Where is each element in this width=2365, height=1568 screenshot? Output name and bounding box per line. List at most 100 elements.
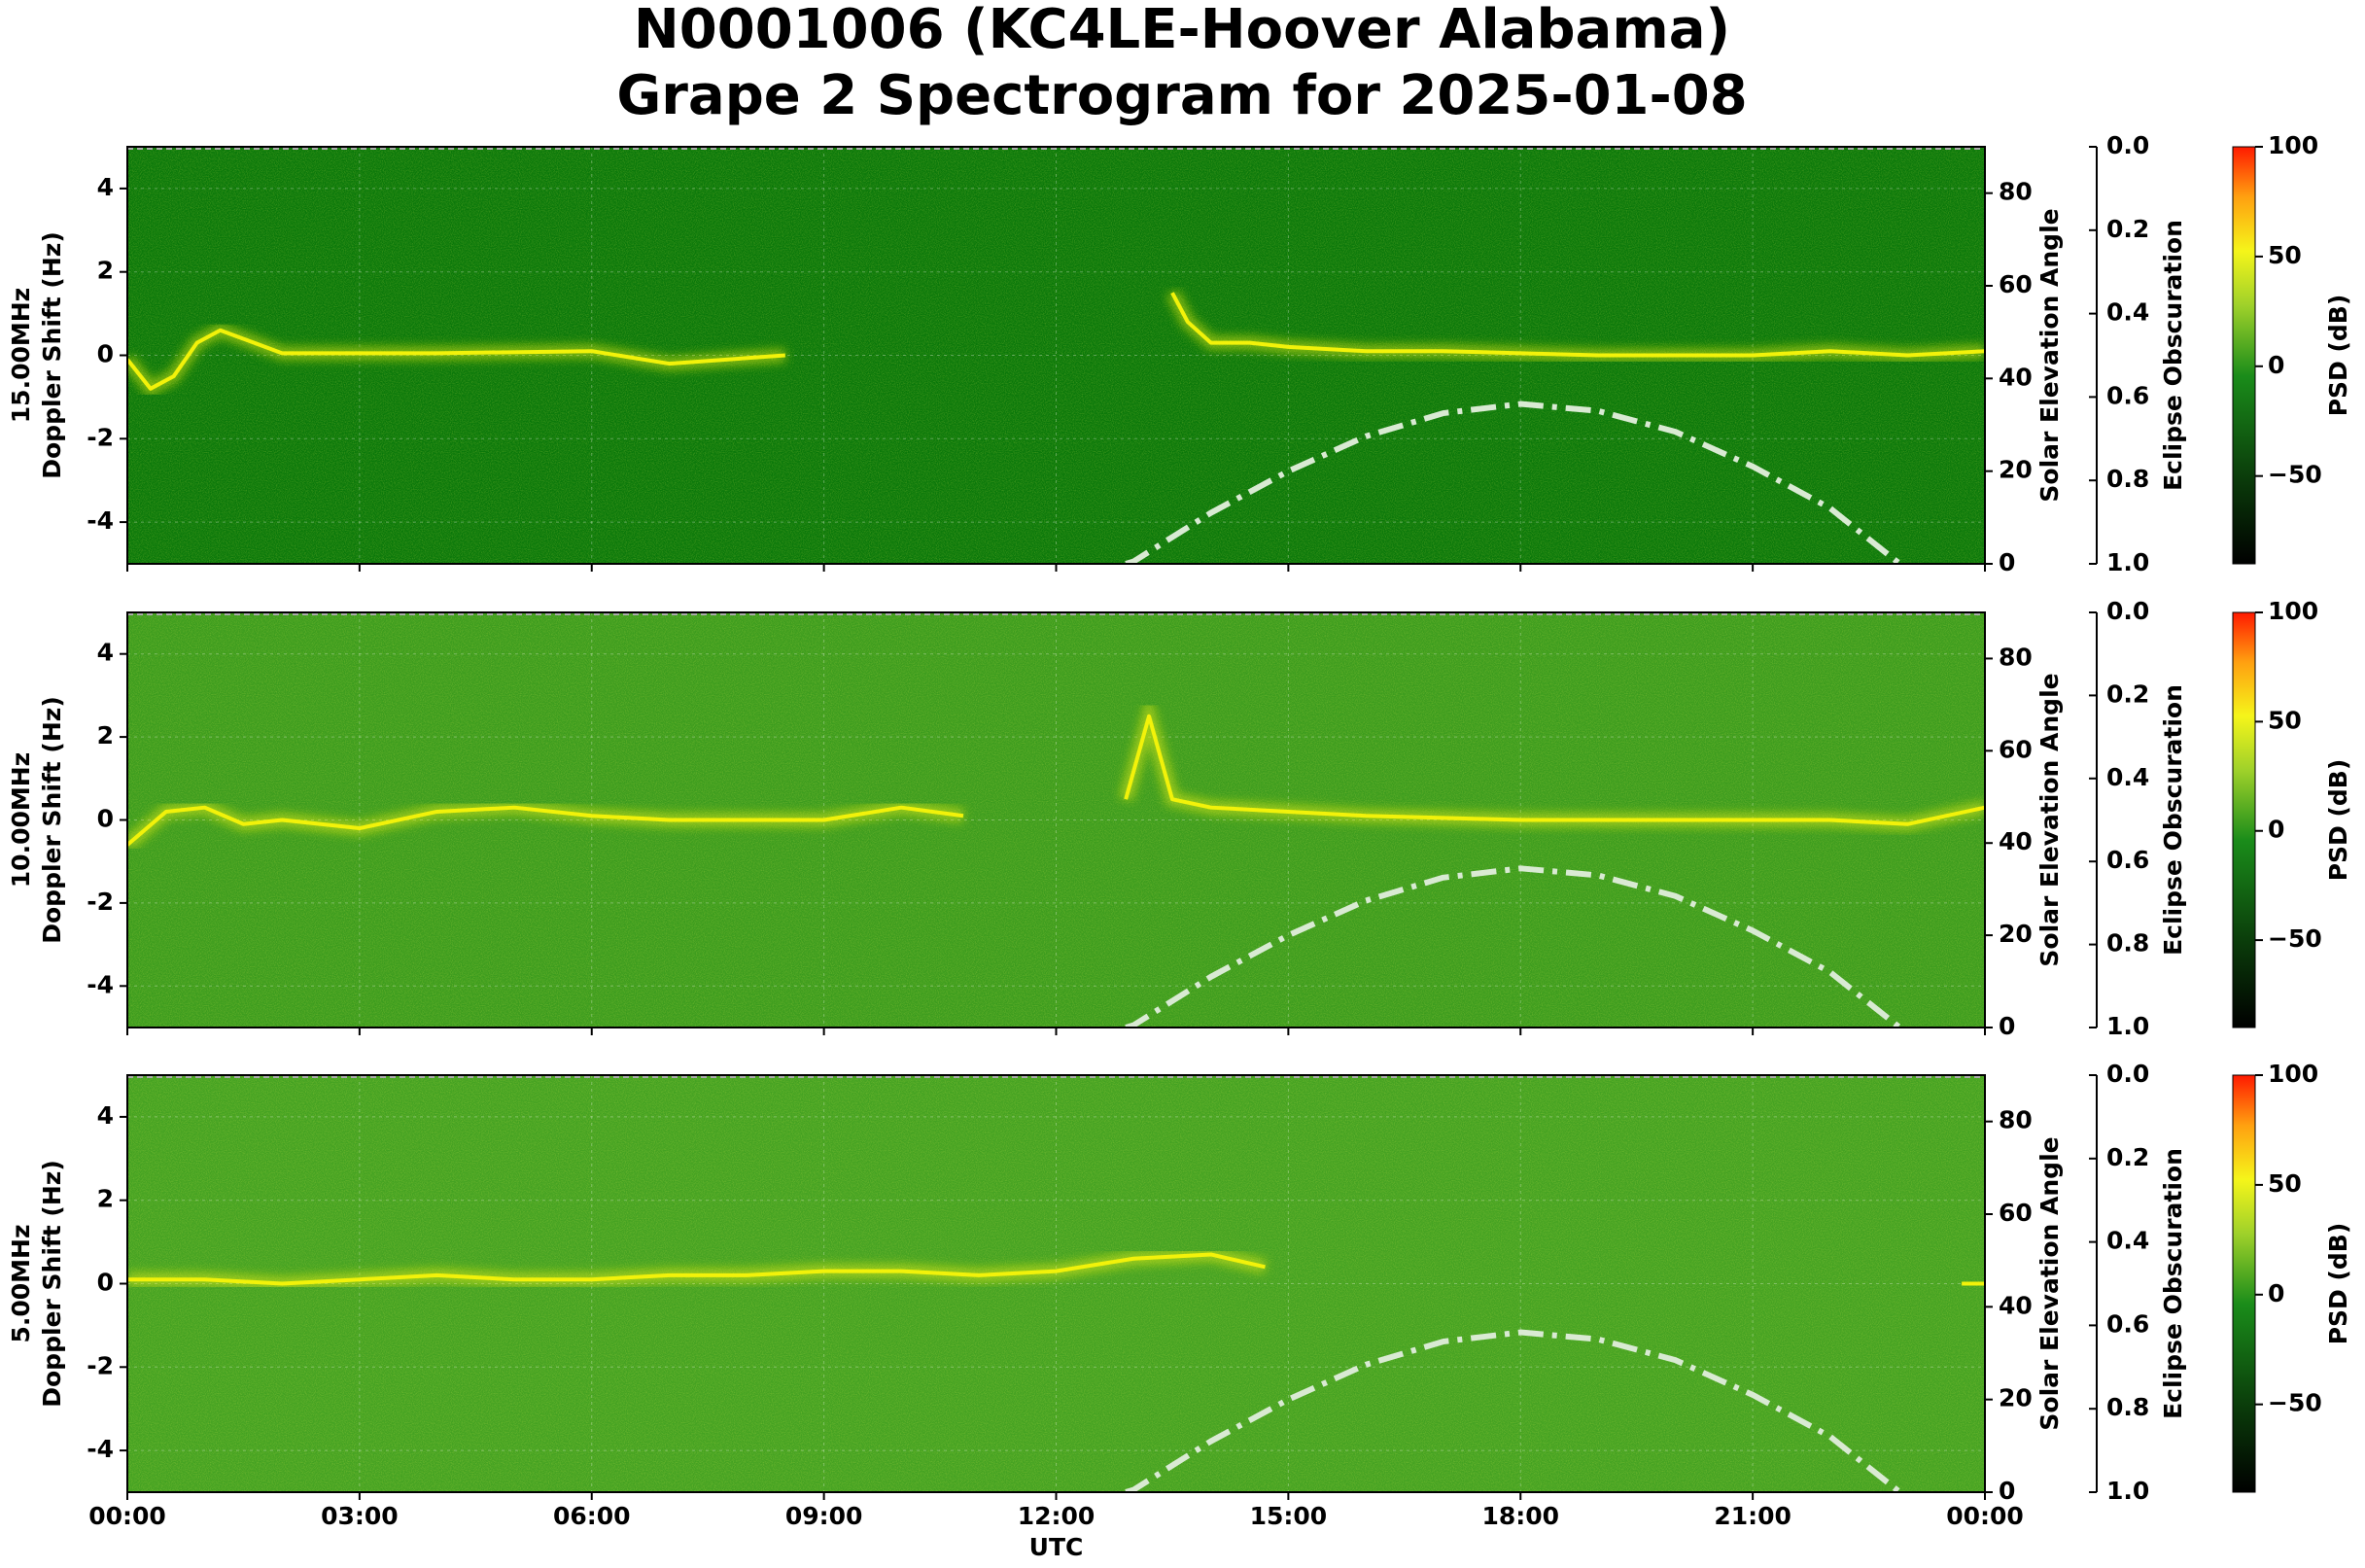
plot-area [127,147,1985,564]
y-tick-label: 4 [97,1101,114,1130]
colorbar-tick-label: 50 [2268,1169,2302,1198]
y3-tick-label: 0.0 [2106,597,2149,625]
colorbar-tick-label: −50 [2268,924,2322,953]
frequency-label: 10.00MHz [7,752,35,888]
doppler-trace [127,805,964,847]
y3-tick-label: 0.6 [2106,381,2149,409]
colorbar-tick-label: 0 [2268,351,2284,379]
y2-tick-label: 40 [1999,363,2033,391]
y3-tick-label: 1.0 [2106,1477,2149,1505]
y-tick-label: 2 [97,721,114,749]
y3-tick-label: 0.2 [2106,679,2149,708]
doppler-trace [127,1252,1266,1286]
solar-elevation-line [1125,865,1902,1028]
colorbar-label: PSD (dB) [2324,1223,2352,1345]
colorbar-tick-label: 50 [2268,706,2302,734]
colorbar-tick-label: 0 [2268,1279,2284,1307]
y2-tick-label: 60 [1999,735,2033,763]
x-tick-label: 00:00 [1946,1502,2024,1530]
doppler-trace [1124,714,1985,826]
y3-tick-label: 0.8 [2106,465,2149,493]
y3-tick-label: 0.0 [2106,131,2149,159]
y3-tick-label: 0.0 [2106,1060,2149,1088]
spectral-noise [127,1075,1985,1492]
y3-tick-label: 0.2 [2106,215,2149,243]
panel-frame [126,611,1986,1028]
y-tick-label: -2 [87,423,114,451]
y-tick-label: 2 [97,257,114,285]
colorbar-tick-label: 100 [2268,1060,2318,1088]
y3-axis-label: Eclipse Obscuration [2159,1148,2187,1419]
colorbar-tick-label: −50 [2268,461,2322,489]
y3-tick-label: 0.4 [2106,1227,2149,1255]
y2-tick-label: 80 [1999,643,2033,671]
y3-tick-label: 0.8 [2106,1393,2149,1421]
y-tick-label: 0 [97,340,114,368]
y2-tick-label: 0 [1999,1477,2015,1505]
colorbar [2232,611,2256,1028]
y2-tick-label: 20 [1999,1384,2033,1412]
y-axis-label: Doppler Shift (Hz) [38,696,66,944]
x-tick-label: 03:00 [321,1502,399,1530]
y2-tick-label: 0 [1999,548,2015,576]
y3-tick-label: 0.6 [2106,1309,2149,1338]
solar-elevation-line [1125,401,1902,564]
y2-tick-label: 20 [1999,920,2033,948]
colorbar [2232,146,2256,565]
y-tick-label: -2 [87,1351,114,1379]
colorbar-tick-label: 50 [2268,241,2302,269]
y-tick-label: 0 [97,1269,114,1297]
y2-axis-label: Solar Elevation Angle [2035,673,2064,966]
y2-axis-label: Solar Elevation Angle [2035,1136,2064,1430]
chart-title: N0001006 (KC4LE-Hoover Alabama) [634,0,1730,61]
x-tick-label: 18:00 [1481,1502,1559,1530]
y2-tick-label: 60 [1999,1199,2033,1227]
y-axis-label: Doppler Shift (Hz) [38,231,66,479]
panel-frame [126,146,1986,565]
y2-axis-label: Solar Elevation Angle [2035,208,2064,502]
plot-area [127,1075,1985,1492]
frequency-label: 5.00MHz [7,1224,35,1342]
y-tick-label: 2 [97,1185,114,1213]
y3-axis-label: Eclipse Obscuration [2159,220,2187,491]
y2-tick-label: 80 [1999,1106,2033,1134]
y2-tick-label: 80 [1999,178,2033,206]
y2-tick-label: 20 [1999,456,2033,484]
solar-elevation-line [1125,1329,1902,1492]
x-tick-label: 21:00 [1714,1502,1791,1530]
y3-axis-label: Eclipse Obscuration [2159,684,2187,956]
y-tick-label: 4 [97,173,114,201]
y2-tick-label: 0 [1999,1012,2015,1040]
colorbar-tick-label: 100 [2268,131,2318,159]
colorbar [2232,1074,2256,1493]
frequency-label: 15.00MHz [7,288,35,423]
y-tick-label: -4 [87,506,114,535]
panel-frame [126,1074,1986,1493]
colorbar-tick-label: 0 [2268,816,2284,844]
y-tick-label: -4 [87,970,114,998]
y3-tick-label: 0.4 [2106,763,2149,791]
y3-tick-label: 0.4 [2106,298,2149,327]
plot-area [127,612,1985,1028]
colorbar-label: PSD (dB) [2324,295,2352,417]
y-tick-label: -2 [87,888,114,916]
y-axis-label: Doppler Shift (Hz) [38,1160,66,1408]
x-axis-label: UTC [1029,1533,1084,1561]
y-tick-label: 4 [97,639,114,667]
doppler-trace [127,328,785,391]
x-tick-label: 00:00 [88,1502,166,1530]
y-tick-label: -4 [87,1435,114,1463]
y3-tick-label: 1.0 [2106,548,2149,576]
y2-tick-label: 40 [1999,827,2033,855]
y2-tick-label: 40 [1999,1291,2033,1319]
y3-tick-label: 0.2 [2106,1143,2149,1171]
y3-tick-label: 0.8 [2106,929,2149,958]
colorbar-tick-label: −50 [2268,1389,2322,1417]
y2-tick-label: 60 [1999,270,2033,298]
colorbar-tick-label: 100 [2268,597,2318,625]
x-tick-label: 12:00 [1018,1502,1096,1530]
colorbar-label: PSD (dB) [2324,759,2352,882]
x-tick-label: 09:00 [785,1502,863,1530]
x-tick-label: 15:00 [1250,1502,1328,1530]
